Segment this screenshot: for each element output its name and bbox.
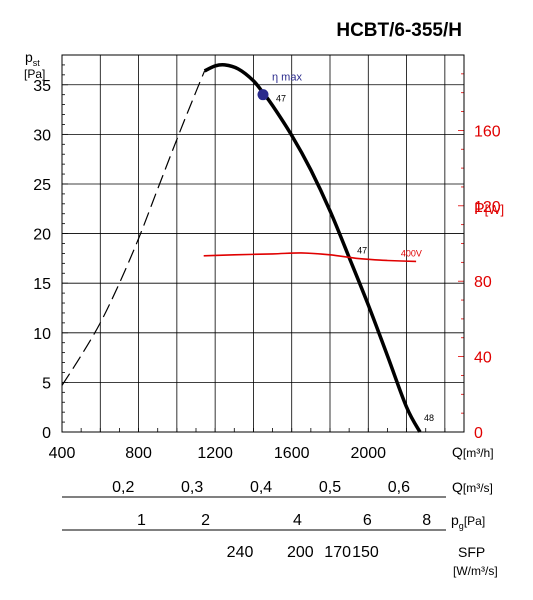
plot-frame [61,54,465,433]
x-tick-label: 2000 [350,445,386,462]
scale-sfp-tick-label: 150 [352,544,379,561]
series-400v [203,252,417,263]
y-axis-left-tick-labels: 0 5 10 15 20 25 30 35 [33,78,51,442]
scale-q-m3s-tick-label: 0,3 [181,479,203,496]
annotations: η max 47 47 48 400V [257,72,434,423]
scale-q-m3s-tick-label: 0,2 [112,479,134,496]
scale-q-m3s-tick-label: 0,5 [319,479,341,496]
scale-sfp-unit: [W/m³/s] [453,564,498,578]
scale-sfp-tick-label: 240 [227,544,254,561]
y-right-tick-label: 80 [474,274,492,291]
y-axis-left-unit: [Pa] [24,67,45,81]
y-left-tick-label: 15 [33,276,51,293]
y-left-tick-label: 10 [33,326,51,343]
annotation-label: 48 [424,413,434,423]
scale-pg-unit: [Pa] [464,514,485,528]
x-tick-label: 1200 [197,445,233,462]
scale-q-m3s-tick-label: 0,6 [388,479,410,496]
scale-sfp-tick-label: 170 [324,544,351,561]
eta-max-point [257,89,269,101]
scale-q-m3s-unit: [m³/s] [463,481,493,495]
series-pressure-unstable [61,70,206,386]
x-tick-label: 1600 [274,445,310,462]
y-right-tick-label: 40 [474,350,492,367]
minor-ticks [62,64,464,432]
scale-q-m3s-tick-label: 0,4 [250,479,272,496]
y-right-tick-label: 120 [474,199,501,216]
scale-pg-tick-label: 4 [293,512,302,529]
annotation-eta-max: η max [272,72,302,84]
series-pressure [203,62,422,433]
scale-sfp-label: SFP [458,544,485,560]
scale-sfp-tick-label: 200 [287,544,314,561]
scale-pg-sub: g [459,521,464,531]
curves [61,62,422,433]
scale-pg-tick-label: 8 [422,512,431,529]
x-tick-label: 400 [49,445,76,462]
scale-pg-label: pg[Pa] [451,512,485,531]
annotation-400v: 400V [401,248,422,258]
scale-pg-tick-label: 6 [363,512,372,529]
y-left-tick-label: 0 [42,425,51,442]
annotation-label: 47 [357,245,367,255]
y-right-tick-label: 160 [474,123,501,140]
annotation-label: 47 [276,94,286,104]
x-axis-tick-labels: 400 800 1200 1600 2000 [49,445,387,462]
scale-q-m3s-label: Q[m³/s] [452,479,493,495]
scale-pg-tick-label: 1 [137,512,146,529]
y-left-tick-label: 20 [33,227,51,244]
y-left-tick-label: 35 [33,78,51,95]
scale-pg-tick-label: 2 [201,512,210,529]
chart-title: HCBT/6-355/H [336,20,462,41]
secondary-scales: 0,2 0,3 0,4 0,5 0,6 Q[m³/s] 1 2 4 6 8 pg[Pa] 240 200 1… [62,479,498,578]
y-left-tick-label: 25 [33,177,51,194]
grid-lines [62,55,464,432]
y-right-tick-label: 0 [474,425,483,442]
y-left-tick-label: 5 [42,375,51,392]
y-axis-left-label: pst [25,49,40,68]
y-axis-right-tick-labels: 0 40 80 120 160 [474,123,501,442]
y-axis-right-label: P[W] [474,201,504,218]
y-left-tick-label: 30 [33,127,51,144]
x-axis-label: Q[m³/h] [452,444,494,460]
x-tick-label: 800 [125,445,152,462]
